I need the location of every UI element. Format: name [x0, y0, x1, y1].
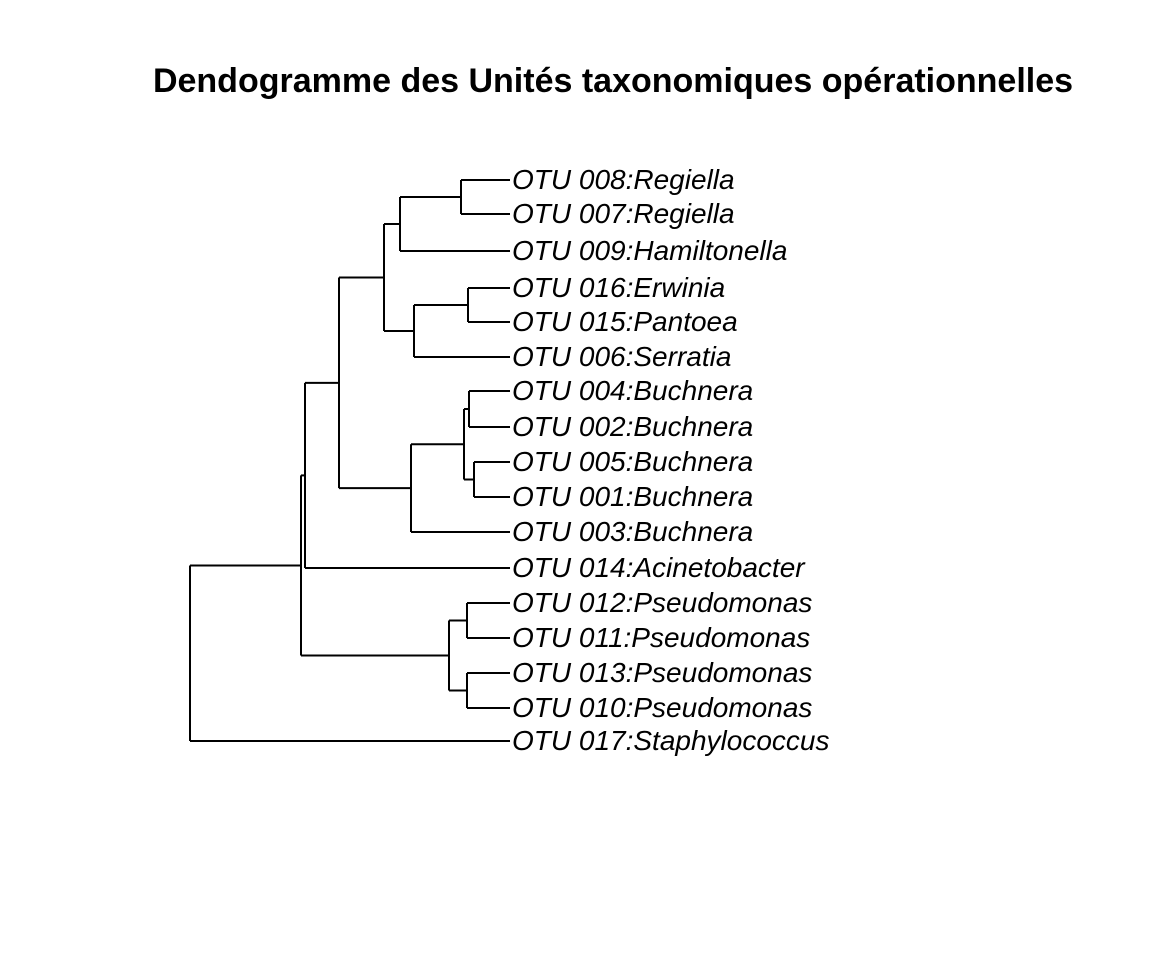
- leaf-label: OTU 003:Buchnera: [512, 516, 753, 547]
- leaf-label: OTU 009:Hamiltonella: [512, 235, 787, 266]
- leaf-label: OTU 004:Buchnera: [512, 375, 753, 406]
- leaf-label: OTU 011:Pseudomonas: [512, 622, 810, 653]
- leaf-label: OTU 001:Buchnera: [512, 481, 753, 512]
- leaf-label: OTU 002:Buchnera: [512, 411, 753, 442]
- leaf-label: OTU 010:Pseudomonas: [512, 692, 812, 723]
- leaf-label: OTU 015:Pantoea: [512, 306, 738, 337]
- leaf-label: OTU 016:Erwinia: [512, 272, 725, 303]
- chart-title: Dendogramme des Unités taxonomiques opér…: [153, 62, 1073, 100]
- leaf-label: OTU 014:Acinetobacter: [512, 552, 806, 583]
- leaf-label: OTU 005:Buchnera: [512, 446, 753, 477]
- dendrogram-branches: [189, 179, 510, 742]
- leaf-label: OTU 008:Regiella: [512, 164, 735, 195]
- leaf-label: OTU 007:Regiella: [512, 198, 735, 229]
- leaf-label: OTU 012:Pseudomonas: [512, 587, 812, 618]
- leaf-label: OTU 017:Staphylococcus: [512, 725, 830, 756]
- leaf-label: OTU 006:Serratia: [512, 341, 731, 372]
- leaf-label: OTU 013:Pseudomonas: [512, 657, 812, 688]
